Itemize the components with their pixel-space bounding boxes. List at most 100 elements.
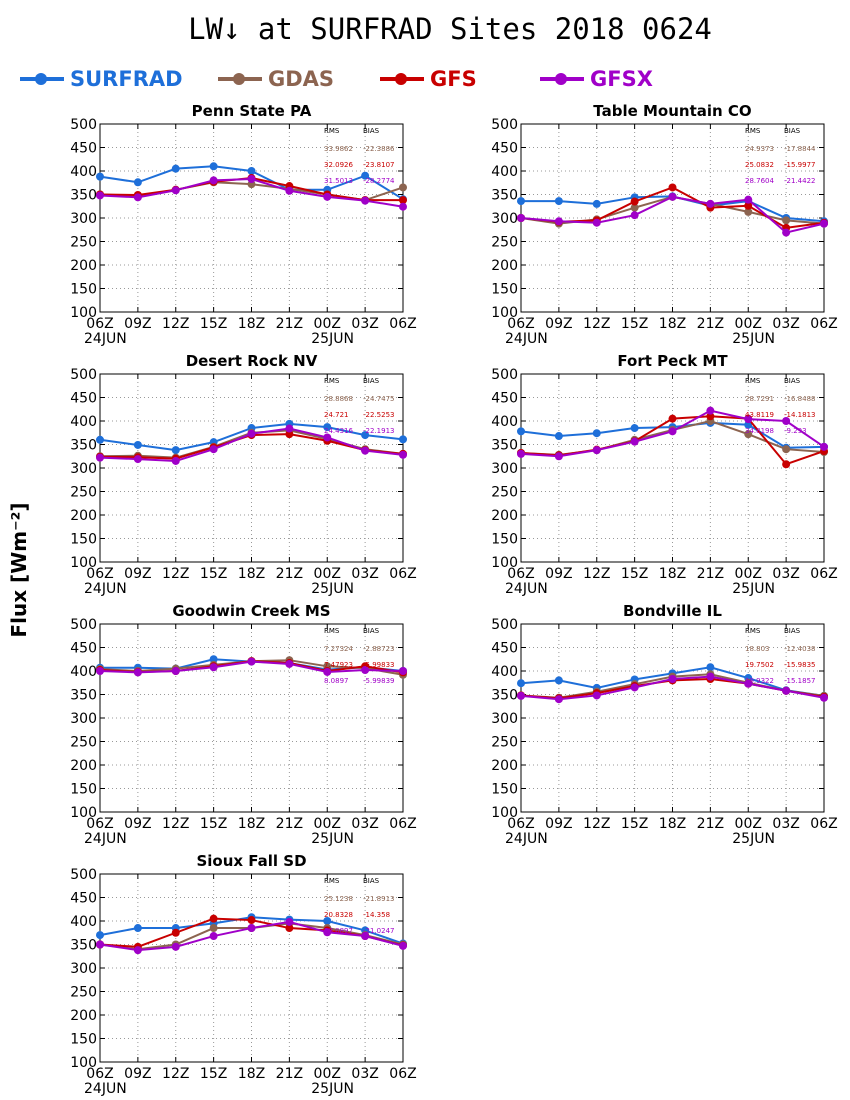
stats-header-rms: RMS: [324, 877, 340, 885]
stats-rms: 32.0926: [324, 161, 353, 169]
data-point-surfrad: [171, 446, 180, 455]
x-tick-label: 03Z: [772, 316, 799, 332]
data-point-gfs: [285, 924, 294, 933]
stats-bias: -15.9977: [784, 161, 815, 169]
date-label: 25JUN: [732, 581, 775, 597]
data-point-gfsx: [706, 672, 715, 681]
y-tick-label: 350: [70, 438, 97, 454]
data-point-gfsx: [820, 442, 828, 451]
x-tick-label: 03Z: [351, 1066, 378, 1082]
x-tick-label: 06Z: [86, 816, 113, 832]
x-tick-label: 06Z: [389, 566, 416, 582]
y-tick-label: 200: [70, 508, 97, 524]
y-tick-label: 250: [70, 735, 97, 751]
data-point-gfsx: [361, 932, 370, 941]
x-tick-label: 09Z: [124, 316, 151, 332]
date-label: 24JUN: [84, 831, 127, 847]
data-point-gfsx: [133, 668, 142, 677]
panel-6: Sioux Fall SD 100 150 200 250 300 350 400 450 500…: [70, 852, 416, 1097]
y-tick-label: 500: [70, 617, 97, 633]
stats-bias: -15.9835: [784, 661, 815, 669]
data-point-surfrad: [361, 431, 370, 440]
x-tick-label: 21Z: [276, 566, 303, 582]
data-point-gfsx: [744, 195, 753, 204]
data-point-gfsx: [706, 406, 715, 415]
data-point-gfsx: [630, 437, 639, 446]
y-tick-label: 300: [70, 211, 97, 227]
chart-title: LW↓ at SURFRAD Sites 2018 0624: [188, 12, 712, 46]
data-point-gfsx: [96, 453, 104, 462]
x-tick-label: 12Z: [583, 566, 610, 582]
x-tick-label: 12Z: [583, 816, 610, 832]
data-point-gfsx: [554, 217, 563, 226]
data-point-surfrad: [630, 424, 639, 433]
stats-rms: 24.4316: [324, 427, 353, 435]
panel-title: Desert Rock NV: [186, 352, 318, 370]
data-point-gfsx: [171, 186, 180, 195]
stats-bias: -12.4038: [784, 645, 815, 653]
data-point-gfs: [285, 430, 294, 439]
x-tick-label: 00Z: [314, 566, 341, 582]
y-tick-label: 450: [491, 391, 518, 407]
stats-rms: 28.7291: [745, 395, 774, 403]
stats-bias: -5.99839: [363, 677, 394, 685]
x-tick-label: 18Z: [659, 566, 686, 582]
stats-rms: 24.721: [324, 411, 349, 419]
x-tick-label: 09Z: [124, 1066, 151, 1082]
date-label: 25JUN: [732, 831, 775, 847]
y-tick-label: 450: [70, 141, 97, 157]
data-point-surfrad: [96, 931, 104, 940]
panel-0: Penn State PA 100 150 200 250 300 350 400 450 500…: [70, 102, 416, 347]
y-tick-label: 150: [491, 782, 518, 798]
y-tick-label: 350: [70, 688, 97, 704]
stats-bias: -21.0247: [363, 927, 394, 935]
data-point-gfsx: [399, 450, 407, 459]
y-tick-label: 250: [70, 985, 97, 1001]
data-point-gfsx: [285, 659, 294, 668]
legend-marker-surfrad: [20, 73, 64, 85]
data-point-gfsx: [285, 186, 294, 195]
data-point-gdas: [399, 183, 407, 192]
stats-rms: 24.9373: [745, 145, 774, 153]
stats-header-bias: BIAS: [784, 377, 801, 385]
panel-title: Penn State PA: [192, 102, 312, 120]
data-point-gfsx: [399, 667, 407, 675]
x-tick-label: 06Z: [507, 316, 534, 332]
y-tick-label: 300: [491, 211, 518, 227]
x-tick-label: 09Z: [545, 816, 572, 832]
data-point-surfrad: [133, 178, 142, 187]
legend-marker-gfs: [380, 73, 424, 85]
x-tick-label: 21Z: [276, 1066, 303, 1082]
y-tick-label: 100: [491, 805, 518, 821]
data-point-gfsx: [668, 427, 677, 436]
data-point-surfrad: [517, 197, 525, 206]
stats-bias: -14.358: [363, 911, 390, 919]
x-tick-label: 15Z: [200, 816, 227, 832]
stats-bias: -22.1913: [363, 427, 394, 435]
y-tick-label: 300: [70, 961, 97, 977]
data-point-gfsx: [630, 211, 639, 220]
legend-item-gfs: GFS: [378, 66, 477, 96]
y-tick-label: 500: [70, 867, 97, 883]
data-point-surfrad: [171, 164, 180, 173]
x-tick-label: 06Z: [810, 316, 837, 332]
y-tick-label: 500: [70, 367, 97, 383]
x-tick-label: 12Z: [162, 566, 189, 582]
y-tick-label: 350: [491, 438, 518, 454]
stats-bias: -17.8844: [784, 145, 816, 153]
stats-header-rms: RMS: [324, 377, 340, 385]
x-tick-label: 03Z: [772, 566, 799, 582]
data-point-surfrad: [706, 663, 715, 672]
date-label: 25JUN: [311, 831, 354, 847]
stats-header-bias: BIAS: [363, 877, 380, 885]
date-label: 25JUN: [311, 581, 354, 597]
date-label: 24JUN: [505, 581, 548, 597]
data-point-gfs: [399, 196, 407, 205]
y-tick-label: 250: [491, 235, 518, 251]
data-point-surfrad: [361, 171, 370, 180]
y-tick-label: 100: [70, 555, 97, 571]
panel-title: Bondville IL: [623, 602, 722, 620]
legend-label-gfsx: GFSX: [590, 67, 653, 91]
y-tick-label: 200: [70, 258, 97, 274]
